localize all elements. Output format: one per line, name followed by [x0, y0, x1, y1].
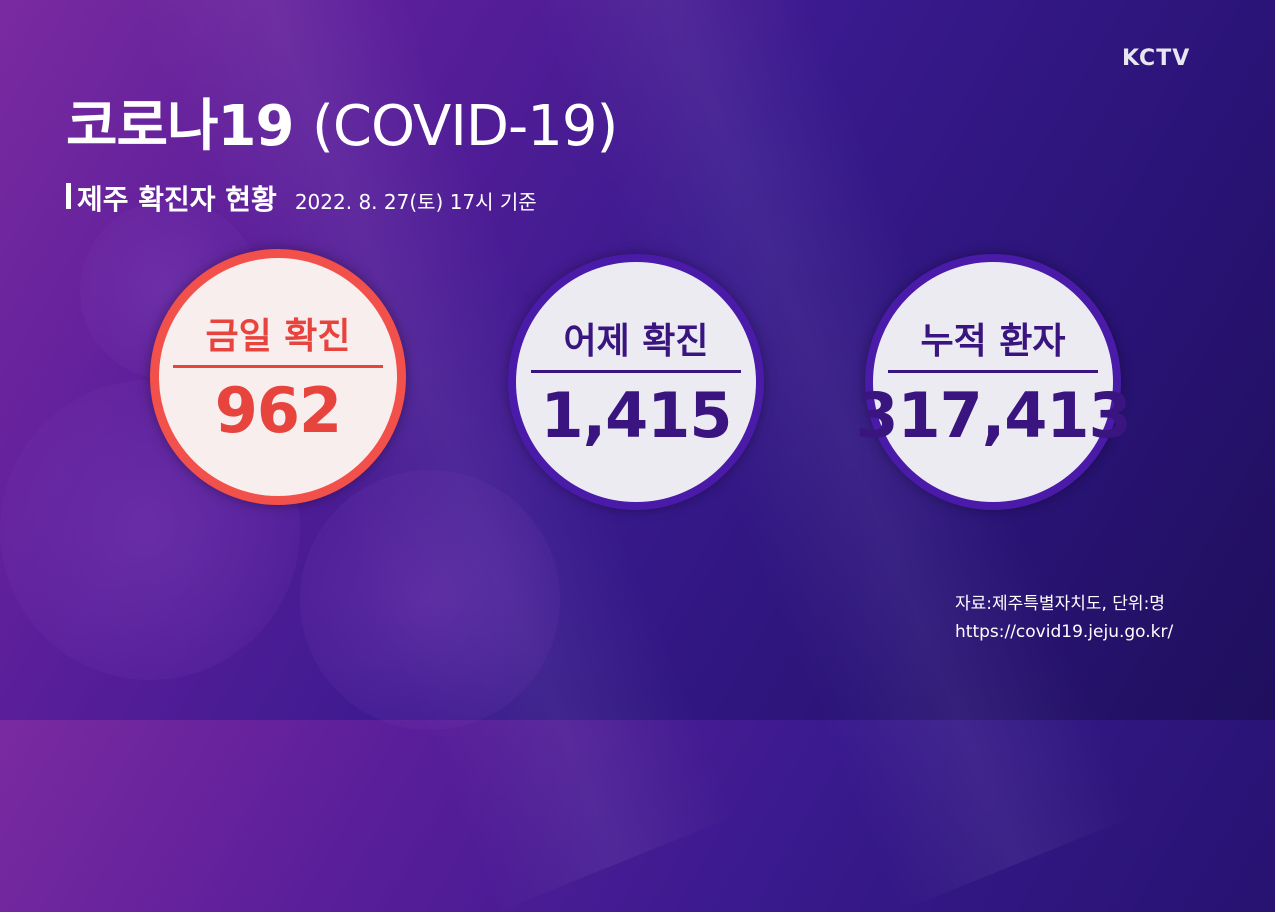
virus-illustration	[300, 470, 560, 730]
stat-label: 금일 확진	[173, 307, 383, 368]
stat-label: 어제 확진	[531, 312, 741, 373]
stat-value: 962	[214, 374, 342, 447]
title-korean: 코로나19	[66, 94, 294, 159]
stat-cumulative: 누적 환자 317,413	[855, 254, 1132, 510]
channel-logo: KCTV	[1122, 46, 1191, 71]
subtitle-label: 제주 확진자 현황	[77, 183, 277, 216]
stat-label: 누적 환자	[888, 312, 1098, 373]
stat-value: 317,413	[855, 379, 1131, 452]
source-note: 자료:제주특별자치도, 단위:명 https://covid19.jeju.go…	[955, 590, 1173, 646]
source-text: 자료:제주특별자치도, 단위:명	[955, 594, 1165, 614]
source-url: https://covid19.jeju.go.kr/	[955, 622, 1174, 642]
stat-today: 금일 확진 962	[150, 249, 406, 505]
subtitle-bar	[66, 183, 71, 209]
page-title: 코로나19 (COVID-19)	[66, 92, 618, 162]
subtitle-date: 2022. 8. 27(토) 17시 기준	[294, 190, 537, 214]
title-english: (COVID-19)	[312, 94, 618, 159]
stat-value: 1,415	[540, 379, 732, 452]
stat-yesterday: 어제 확진 1,415	[508, 254, 764, 510]
subtitle: 제주 확진자 현황 2022. 8. 27(토) 17시 기준	[66, 178, 537, 218]
